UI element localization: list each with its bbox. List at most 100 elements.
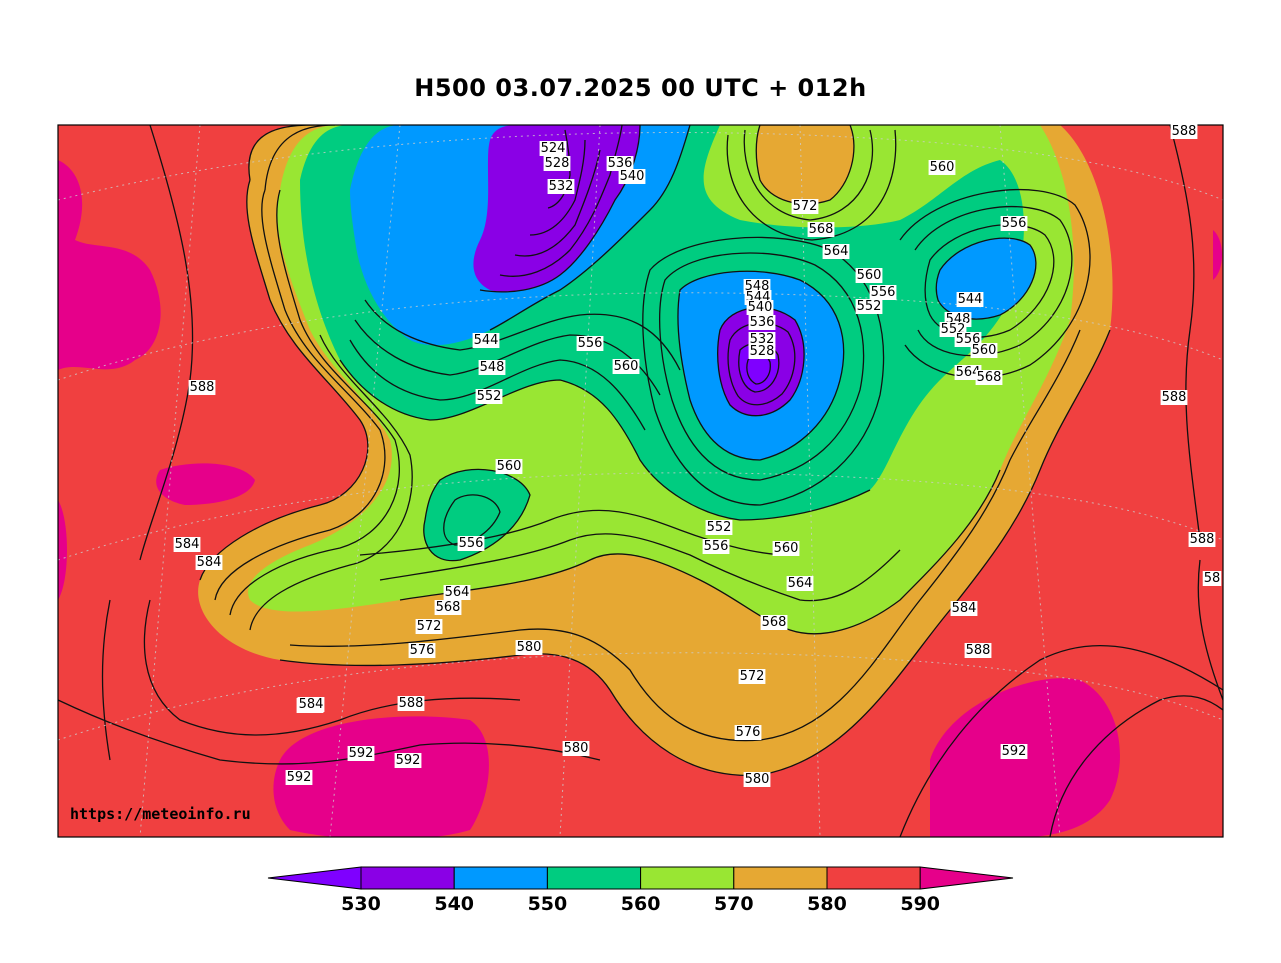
contour-label-box bbox=[415, 619, 443, 634]
contour-label: 540 bbox=[748, 300, 773, 315]
contour-label: 576 bbox=[410, 643, 435, 658]
colorbar-tick-label: 550 bbox=[528, 893, 568, 915]
contour-label-box bbox=[702, 539, 730, 554]
contour-label: 560 bbox=[972, 343, 997, 358]
contour-label-box bbox=[495, 459, 523, 474]
contour-label: 528 bbox=[750, 344, 775, 359]
contour-label-box bbox=[748, 332, 776, 347]
contour-label: 568 bbox=[762, 615, 787, 630]
contour-label-box bbox=[822, 244, 850, 259]
contour-label: 584 bbox=[299, 697, 324, 712]
contour-label-box bbox=[786, 576, 814, 591]
contour-label: 576 bbox=[736, 725, 761, 740]
map-fill bbox=[58, 125, 1223, 837]
contour-label: 584 bbox=[952, 601, 977, 616]
contour-label-box bbox=[547, 179, 575, 194]
colorbar-tick-label: 580 bbox=[807, 893, 847, 915]
contour-label: 580 bbox=[745, 772, 770, 787]
contour-label-box bbox=[956, 292, 984, 307]
contour-label: 560 bbox=[857, 268, 882, 283]
contour-label: 564 bbox=[445, 585, 470, 600]
contour-label-box bbox=[855, 299, 883, 314]
contour-label: 572 bbox=[793, 199, 818, 214]
contour-label: 556 bbox=[1002, 216, 1027, 231]
contour-label-box bbox=[478, 360, 506, 375]
contour-label: 58 bbox=[1204, 571, 1221, 586]
contour-label-box bbox=[964, 643, 992, 658]
contour-label: 524 bbox=[541, 141, 566, 156]
contour-label: 552 bbox=[707, 520, 732, 535]
colorbar-tick-label: 560 bbox=[621, 893, 661, 915]
contour-label-box bbox=[738, 669, 766, 684]
contour-label: 592 bbox=[1002, 744, 1027, 759]
colorbar-tick-label: 530 bbox=[341, 893, 381, 915]
contour-label-box bbox=[195, 555, 223, 570]
contour-label-box bbox=[188, 380, 216, 395]
contour-label-box bbox=[408, 643, 436, 658]
contour-label: 536 bbox=[750, 315, 775, 330]
contour-label-box bbox=[285, 770, 313, 785]
contour-label-box bbox=[434, 600, 462, 615]
colorbar-tick-label: 570 bbox=[714, 893, 754, 915]
map-title: H500 03.07.2025 00 UTC + 012h bbox=[414, 74, 867, 102]
contour-label: 584 bbox=[175, 537, 200, 552]
contour-label-box bbox=[1000, 744, 1028, 759]
contour-label: 556 bbox=[578, 336, 603, 351]
contour-label-box bbox=[748, 344, 776, 359]
contour-label-box bbox=[394, 753, 422, 768]
contour-label: 592 bbox=[287, 770, 312, 785]
contour-label: 560 bbox=[774, 541, 799, 556]
contour-label-box bbox=[950, 601, 978, 616]
contour-label: 568 bbox=[809, 222, 834, 237]
contour-label-box bbox=[760, 615, 788, 630]
contour-label: 560 bbox=[614, 359, 639, 374]
contour-label-box bbox=[748, 315, 776, 330]
contour-label: 556 bbox=[459, 536, 484, 551]
colorbar-tick-label: 540 bbox=[434, 893, 474, 915]
colorbar-tick-label: 590 bbox=[900, 893, 940, 915]
contour-label-box bbox=[743, 772, 771, 787]
contour-label: 560 bbox=[497, 459, 522, 474]
contour-label-box bbox=[1160, 390, 1188, 405]
contour-label: 532 bbox=[549, 179, 574, 194]
contour-label: 592 bbox=[349, 746, 374, 761]
contour-label: 572 bbox=[740, 669, 765, 684]
contour-label-box bbox=[562, 741, 590, 756]
contour-labels: 5245285325365405725685645605565525885605… bbox=[173, 124, 1222, 787]
contour-label-box bbox=[606, 156, 634, 171]
contour-label: 580 bbox=[517, 640, 542, 655]
contour-label-box bbox=[173, 537, 201, 552]
contour-label: 552 bbox=[477, 389, 502, 404]
contour-label: 588 bbox=[190, 380, 215, 395]
contour-label-box bbox=[734, 725, 762, 740]
contour-label: 544 bbox=[474, 333, 499, 348]
contour-label-box bbox=[869, 285, 897, 300]
contour-label-box bbox=[1000, 216, 1028, 231]
contour-label: 592 bbox=[396, 753, 421, 768]
contour-label: 536 bbox=[608, 156, 633, 171]
contour-label-box bbox=[1170, 124, 1198, 139]
contour-label-box bbox=[475, 389, 503, 404]
contour-label-box bbox=[855, 268, 883, 283]
contour-label: 568 bbox=[977, 370, 1002, 385]
colorbar-segment bbox=[640, 866, 735, 890]
contour-label-box bbox=[618, 169, 646, 184]
colorbar-segment bbox=[360, 866, 455, 890]
contour-label-box bbox=[347, 746, 375, 761]
contour-label: 588 bbox=[1190, 532, 1215, 547]
contour-label-box bbox=[539, 141, 567, 156]
contour-label-box bbox=[515, 640, 543, 655]
contour-label: 528 bbox=[545, 156, 570, 171]
contour-label: 552 bbox=[857, 299, 882, 314]
contour-label-box bbox=[954, 365, 982, 380]
contour-label: 588 bbox=[966, 643, 991, 658]
contour-label-box bbox=[807, 222, 835, 237]
colorbar-extend-high bbox=[919, 866, 1014, 890]
contour-label: 588 bbox=[1172, 124, 1197, 139]
contour-label-box bbox=[791, 199, 819, 214]
contour-label-box bbox=[576, 336, 604, 351]
contour-label: 564 bbox=[824, 244, 849, 259]
contour-label-box bbox=[397, 696, 425, 711]
contour-label: 532 bbox=[750, 332, 775, 347]
